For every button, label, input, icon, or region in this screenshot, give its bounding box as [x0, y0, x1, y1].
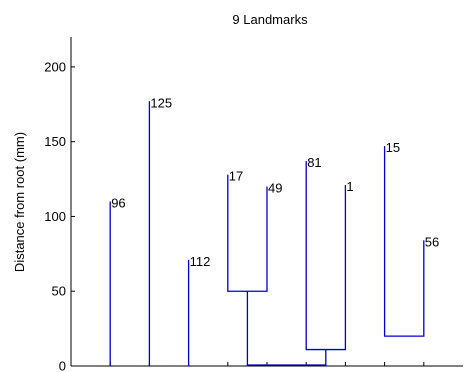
dendrogram-branches: [109, 101, 425, 366]
leaf-label: 56: [425, 234, 439, 249]
y-tick-label: 200: [44, 59, 66, 74]
y-tick-label: 50: [52, 284, 66, 299]
leaf-labels: 96 125 112 17 49 81 1 15 56: [111, 95, 439, 269]
merge-branch: [227, 174, 268, 292]
leaf-label: 125: [150, 95, 172, 110]
chart-title: 9 Landmarks: [232, 12, 308, 27]
merge-branch: [305, 161, 347, 351]
y-ticks: 0 50 100 150 200: [44, 59, 75, 372]
leaf-label: 1: [346, 179, 353, 194]
leaf-label: 112: [190, 254, 211, 269]
leaf-label: 81: [307, 155, 321, 170]
y-tick-label: 100: [44, 209, 66, 224]
y-axis-label: Distance from root (mm): [12, 132, 27, 272]
leaf-label: 49: [268, 181, 282, 196]
leaf-label: 17: [229, 169, 243, 184]
leaf-label: 15: [386, 140, 400, 155]
merge-branch: [383, 146, 425, 337]
y-tick-label: 150: [44, 134, 66, 149]
leaf-label: 96: [111, 196, 125, 211]
y-tick-label: 0: [59, 359, 66, 372]
